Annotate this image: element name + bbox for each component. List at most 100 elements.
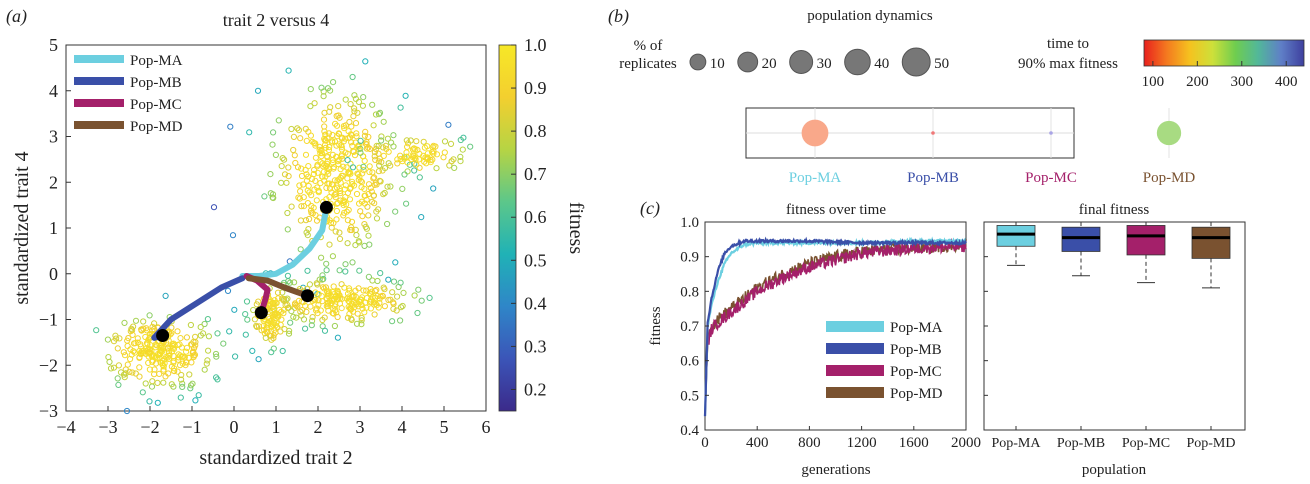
fitness-time-y-ticks: 0.4 0.5 0.6 0.7 0.8 0.9 1.0: [680, 215, 709, 439]
scatter-point: [265, 319, 272, 326]
box-pop-ma: [996, 225, 1036, 247]
trajectory-endpoint: [156, 329, 170, 343]
scatter-point: [151, 366, 158, 373]
fitness-time-legend-swatch: [826, 321, 884, 332]
scatter-point: [251, 316, 258, 323]
scatter-point: [381, 286, 388, 293]
final-fitness-panel: final fitness Pop-MA Pop-MB Pop-MC Pop-MD p…: [983, 202, 1246, 478]
scatter-point: [356, 267, 363, 274]
scatter-point: [300, 181, 307, 188]
scatter-point: [347, 101, 354, 108]
scatter-point: [355, 285, 362, 292]
size-legend-label: % of replicates: [619, 38, 677, 72]
scatter-y-label: standardized trait 4: [11, 151, 33, 304]
trajectory-endpoint: [319, 200, 333, 214]
scatter-point: [130, 340, 138, 347]
scatter-point: [363, 287, 370, 294]
trajectory-pop-mb: [151, 275, 246, 341]
scatter-point: [349, 181, 356, 188]
fitness-over-time-panel: fitness over time 0 400 800 1200 1600 2000 0.…: [648, 202, 981, 478]
scatter-point: [295, 127, 302, 134]
scatter-point: [363, 138, 370, 146]
scatter-point: [333, 200, 340, 207]
scatter-point: [290, 133, 297, 140]
fitness-time-legend-label: Pop-MA: [890, 320, 943, 336]
scatter-point: [346, 287, 353, 294]
scatter-point: [157, 351, 164, 358]
scatter-point: [179, 380, 186, 387]
scatter-point: [430, 142, 437, 149]
scatter-point: [179, 360, 186, 367]
scatter-point: [332, 301, 339, 308]
scatter-point: [121, 319, 128, 326]
scatter-point: [390, 132, 397, 139]
scatter-point: [349, 259, 356, 266]
scatter-point: [384, 183, 391, 190]
panel-label-c: (c): [640, 198, 660, 219]
fitness-time-x-ticks: 0 400 800 1200 1600 2000: [701, 426, 981, 451]
scatter-point: [358, 296, 365, 303]
scatter-point: [149, 378, 156, 385]
scatter-point: [369, 169, 376, 176]
scatter-point: [373, 302, 380, 309]
scatter-point: [418, 297, 425, 304]
scatter-point: [413, 161, 420, 168]
scatter-point: [292, 300, 299, 307]
scatter-point: [373, 142, 380, 149]
scatter-point: [366, 145, 373, 152]
scatter-x-tick-label: −1: [182, 417, 201, 437]
time-tick-label: 300: [1231, 74, 1254, 90]
scatter-point: [175, 354, 182, 361]
scatter-point: [110, 364, 118, 371]
fitness-time-legend-label: Pop-MB: [890, 342, 942, 358]
scatter-point: [333, 153, 340, 160]
scatter-point: [197, 324, 204, 331]
scatter-point: [290, 146, 297, 154]
scatter-point: [243, 298, 251, 305]
scatter-point: [347, 170, 354, 177]
scatter-point: [179, 383, 186, 390]
scatter-point: [147, 349, 154, 356]
size-legend-value: 20: [762, 56, 777, 72]
scatter-point: [303, 229, 310, 236]
fitness-time-y-label: fitness: [648, 306, 664, 345]
scatter-point: [324, 291, 331, 298]
scatter-point: [394, 293, 401, 300]
scatter-point: [403, 137, 410, 144]
scatter-point: [154, 399, 161, 406]
scatter-point: [390, 278, 398, 285]
scatter-point: [401, 171, 408, 178]
fitness-time-y-tick-label: 0.4: [680, 423, 699, 439]
scatter-point: [300, 284, 307, 291]
scatter-point: [399, 302, 406, 310]
legend-label: Pop-MA: [130, 53, 183, 69]
scatter-point: [323, 260, 330, 267]
fitness-time-y-tick-label: 0.7: [680, 319, 699, 335]
scatter-point: [389, 289, 396, 296]
legend-swatch: [74, 77, 124, 85]
scatter-point: [315, 291, 322, 298]
scatter-point: [336, 267, 343, 274]
scatter-point: [341, 125, 348, 132]
scatter-point: [344, 240, 351, 247]
scatter-point: [112, 332, 119, 339]
scatter-point: [300, 203, 308, 210]
scatter-point: [145, 359, 152, 366]
scatter-point: [307, 103, 314, 110]
scatter-point: [156, 370, 163, 377]
scatter-point: [403, 153, 410, 160]
scatter-point: [385, 148, 392, 155]
scatter-point: [333, 184, 341, 191]
scatter-y-tick-label: 1: [49, 218, 58, 238]
scatter-point: [365, 232, 372, 239]
scatter-point: [344, 217, 351, 224]
colorbar-tick-label: 0.8: [524, 121, 547, 141]
scatter-point: [93, 327, 100, 334]
scatter-point: [307, 303, 314, 310]
scatter-point: [403, 200, 410, 207]
scatter-point: [296, 195, 303, 202]
scatter-point: [413, 138, 420, 145]
scatter-point: [309, 138, 316, 145]
scatter-point: [378, 133, 385, 140]
scatter-point: [164, 354, 171, 361]
